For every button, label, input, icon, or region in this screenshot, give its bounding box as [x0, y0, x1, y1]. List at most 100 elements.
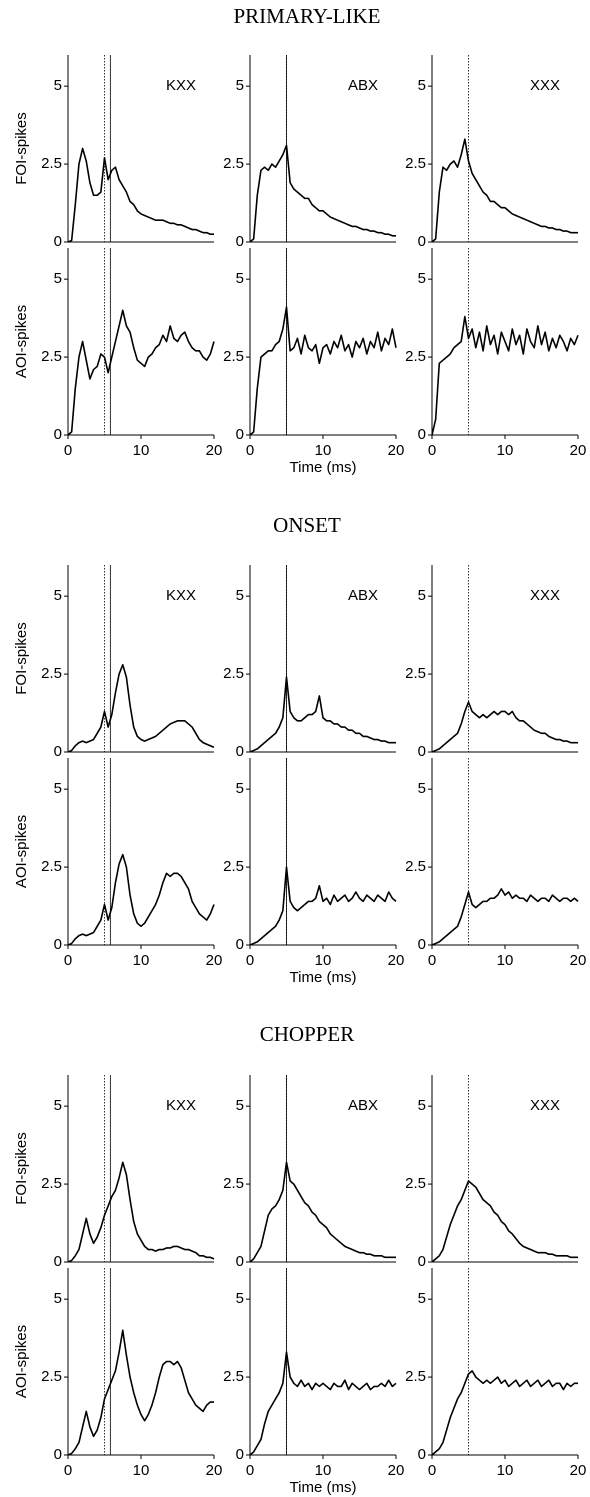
data-line [431, 888, 579, 946]
data-line [431, 701, 578, 753]
x-axis-label: Time (ms) [290, 459, 357, 476]
data-line [249, 1161, 396, 1263]
x-tick-label: 20 [206, 952, 223, 969]
y-tick-label: 5 [418, 1290, 426, 1307]
y-tick-label: 0 [418, 743, 426, 760]
data-line [431, 1370, 578, 1456]
data-line [431, 1180, 578, 1263]
y-tick-label: 2.5 [41, 155, 62, 172]
y-tick-label: 5 [54, 780, 62, 797]
data-line [249, 144, 396, 243]
y-axis-label: FOI-spikes [13, 622, 30, 695]
y-tick-label: 0 [54, 936, 62, 953]
data-line [249, 866, 397, 946]
y-tick-label: 5 [418, 270, 426, 287]
y-tick-label: 2.5 [405, 348, 426, 365]
x-tick-label: 10 [315, 1462, 332, 1479]
y-tick-label: 5 [418, 1097, 426, 1114]
x-axis-label: Time (ms) [290, 1479, 357, 1496]
y-tick-label: 2.5 [41, 665, 62, 682]
y-tick-label: 0 [236, 936, 244, 953]
x-tick-label: 10 [497, 442, 514, 459]
x-tick-label: 0 [246, 442, 254, 459]
group-title: CHOPPER [260, 1022, 355, 1046]
y-tick-label: 5 [54, 1097, 62, 1114]
y-axis-label: AOI-spikes [13, 305, 30, 378]
x-tick-label: 20 [206, 1462, 223, 1479]
y-tick-label: 0 [54, 743, 62, 760]
y-axis-label: AOI-spikes [13, 1325, 30, 1398]
y-tick-label: 2.5 [223, 1175, 244, 1192]
y-tick-label: 5 [236, 780, 244, 797]
x-tick-label: 10 [133, 1462, 150, 1479]
y-tick-label: 0 [418, 426, 426, 443]
group-title: ONSET [273, 513, 341, 537]
panel-label: XXX [530, 77, 560, 94]
y-tick-label: 5 [54, 77, 62, 94]
x-tick-label: 10 [497, 1462, 514, 1479]
x-tick-label: 0 [246, 952, 254, 969]
y-tick-label: 2.5 [223, 1368, 244, 1385]
y-tick-label: 5 [418, 77, 426, 94]
data-line [431, 315, 579, 436]
y-tick-label: 0 [54, 426, 62, 443]
y-tick-label: 0 [418, 1446, 426, 1463]
x-tick-label: 20 [570, 952, 587, 969]
data-line [67, 309, 215, 436]
y-tick-label: 5 [236, 77, 244, 94]
panel-label: ABX [348, 77, 378, 94]
panel-label: XXX [530, 1097, 560, 1114]
y-tick-label: 2.5 [405, 1175, 426, 1192]
data-line [249, 676, 396, 753]
data-line [67, 853, 215, 946]
y-tick-label: 2.5 [405, 665, 426, 682]
data-line [67, 1161, 215, 1263]
y-tick-label: 2.5 [223, 858, 244, 875]
y-tick-label: 5 [54, 587, 62, 604]
x-tick-label: 0 [246, 1462, 254, 1479]
y-tick-label: 5 [236, 270, 244, 287]
panel-label: ABX [348, 587, 378, 604]
y-tick-label: 2.5 [223, 155, 244, 172]
x-tick-label: 20 [206, 442, 223, 459]
data-line [67, 1329, 214, 1456]
y-tick-label: 0 [236, 426, 244, 443]
y-axis-label: FOI-spikes [13, 112, 30, 185]
y-tick-label: 5 [418, 780, 426, 797]
y-tick-label: 0 [54, 1446, 62, 1463]
y-tick-label: 2.5 [41, 858, 62, 875]
data-line [67, 147, 214, 243]
x-tick-label: 0 [64, 442, 72, 459]
x-tick-label: 0 [428, 1462, 436, 1479]
y-tick-label: 2.5 [405, 155, 426, 172]
y-tick-label: 0 [418, 936, 426, 953]
x-tick-label: 20 [388, 442, 405, 459]
y-tick-label: 0 [418, 1253, 426, 1270]
y-tick-label: 2.5 [223, 665, 244, 682]
y-tick-label: 0 [236, 1253, 244, 1270]
y-tick-label: 0 [54, 233, 62, 250]
group-title: PRIMARY-LIKE [233, 4, 380, 28]
x-tick-label: 0 [428, 442, 436, 459]
x-tick-label: 10 [315, 442, 332, 459]
y-tick-label: 0 [418, 233, 426, 250]
x-tick-label: 10 [133, 952, 150, 969]
x-tick-label: 0 [64, 952, 72, 969]
x-axis-label: Time (ms) [290, 969, 357, 986]
panel-label: KXX [166, 77, 196, 94]
x-tick-label: 20 [570, 1462, 587, 1479]
y-tick-label: 5 [418, 587, 426, 604]
panel-label: ABX [348, 1097, 378, 1114]
y-tick-label: 5 [236, 1097, 244, 1114]
x-tick-label: 0 [428, 952, 436, 969]
y-tick-label: 2.5 [41, 1368, 62, 1385]
y-tick-label: 2.5 [41, 348, 62, 365]
y-tick-label: 5 [236, 1290, 244, 1307]
data-line [67, 663, 215, 753]
y-axis-label: FOI-spikes [13, 1132, 30, 1205]
x-tick-label: 10 [497, 952, 514, 969]
y-tick-label: 2.5 [405, 858, 426, 875]
y-tick-label: 5 [54, 270, 62, 287]
data-line [249, 306, 397, 436]
